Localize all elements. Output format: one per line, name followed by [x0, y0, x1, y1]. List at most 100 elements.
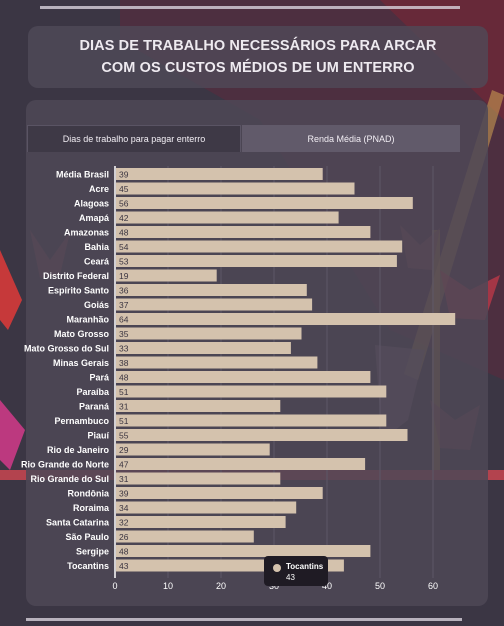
x-tick-label: 0: [112, 581, 117, 591]
value-label: 34: [119, 503, 129, 513]
bar[interactable]: [116, 255, 397, 267]
category-label: Rio de Janeiro: [47, 445, 110, 455]
category-label: Pernambuco: [54, 416, 109, 426]
bar[interactable]: [116, 168, 323, 180]
category-label: Espírito Santo: [48, 286, 110, 296]
value-label: 55: [119, 431, 129, 441]
value-label: 29: [119, 445, 129, 455]
value-label: 45: [119, 184, 129, 194]
bar[interactable]: [116, 197, 413, 209]
category-label: Amapá: [79, 213, 110, 223]
value-label: 37: [119, 300, 129, 310]
category-label: Goiás: [84, 300, 109, 310]
bar[interactable]: [116, 414, 387, 427]
value-label: 39: [119, 489, 129, 499]
category-label: Sergipe: [76, 547, 109, 557]
value-label: 47: [119, 460, 129, 470]
bar[interactable]: [116, 516, 286, 528]
value-label: 51: [119, 416, 129, 426]
value-label: 43: [119, 561, 129, 571]
value-label: 38: [119, 358, 129, 368]
bar[interactable]: [116, 284, 307, 296]
value-label: 48: [119, 228, 129, 238]
bar[interactable]: [116, 458, 366, 470]
value-label: 33: [119, 344, 129, 354]
category-label: Rio Grande do Norte: [21, 460, 109, 470]
value-label: 64: [119, 315, 129, 325]
value-label: 51: [119, 387, 129, 397]
category-label: Rio Grande do Sul: [30, 474, 109, 484]
category-label: Pará: [89, 373, 110, 383]
top-divider: [40, 6, 460, 9]
value-label: 32: [119, 518, 129, 528]
category-label: Mato Grosso: [54, 329, 110, 339]
category-label: São Paulo: [65, 532, 109, 542]
value-label: 36: [119, 286, 129, 296]
category-label: Paraná: [79, 402, 110, 412]
value-label: 53: [119, 257, 129, 267]
category-label: Ceará: [84, 257, 110, 267]
bar[interactable]: [116, 269, 217, 282]
category-label: Paraíba: [76, 387, 110, 397]
category-label: Piauí: [87, 431, 109, 441]
bar[interactable]: [116, 182, 355, 195]
bar[interactable]: [116, 530, 254, 543]
category-label: Amazonas: [64, 228, 109, 238]
category-label: Santa Catarina: [46, 518, 110, 528]
tab-renda-media[interactable]: Renda Média (PNAD): [242, 125, 460, 152]
category-label: Bahia: [84, 242, 110, 252]
bar[interactable]: [116, 240, 403, 253]
category-label: Minas Gerais: [53, 358, 109, 368]
tooltip-name: Tocantins: [286, 562, 324, 571]
value-label: 42: [119, 213, 129, 223]
value-label: 54: [119, 242, 129, 252]
category-label: Roraima: [73, 503, 110, 513]
value-label: 19: [119, 271, 129, 281]
x-tick-label: 30: [269, 581, 279, 591]
bar[interactable]: [116, 501, 297, 514]
bar[interactable]: [116, 298, 313, 311]
bar[interactable]: [116, 400, 281, 412]
value-label: 39: [119, 170, 129, 180]
value-label: 31: [119, 402, 129, 412]
bar[interactable]: [116, 327, 302, 340]
tooltip-dot-icon: [273, 564, 281, 572]
bar[interactable]: [116, 487, 323, 499]
bar[interactable]: [116, 371, 371, 383]
bar[interactable]: [116, 385, 387, 398]
value-label: 35: [119, 329, 129, 339]
category-label: Mato Grosso do Sul: [24, 344, 109, 354]
value-label: 56: [119, 199, 129, 209]
x-tick-label: 20: [216, 581, 226, 591]
bar[interactable]: [116, 545, 371, 557]
bar[interactable]: [116, 211, 339, 224]
category-label: Maranhão: [66, 315, 109, 325]
bar[interactable]: [116, 342, 291, 354]
tooltip: Tocantins 43: [264, 556, 328, 586]
x-tick-label: 50: [375, 581, 385, 591]
value-label: 48: [119, 547, 129, 557]
x-tick-label: 60: [428, 581, 438, 591]
value-label: 31: [119, 474, 129, 484]
category-label: Tocantins: [67, 561, 109, 571]
x-tick-label: 40: [322, 581, 332, 591]
title-card: DIAS DE TRABALHO NECESSÁRIOS PARA ARCAR …: [28, 26, 488, 88]
value-label: 48: [119, 373, 129, 383]
bar[interactable]: [116, 226, 371, 238]
tooltip-value: 43: [286, 573, 295, 582]
category-label: Rondônia: [68, 489, 110, 499]
value-label: 26: [119, 532, 129, 542]
category-label: Distrito Federal: [43, 271, 109, 281]
bar[interactable]: [116, 356, 318, 369]
bar[interactable]: [116, 313, 456, 325]
bottom-divider: [26, 618, 462, 621]
bar[interactable]: [116, 443, 270, 456]
bar[interactable]: [116, 429, 408, 441]
tab-dias-trabalho[interactable]: Dias de trabalho para pagar enterro: [27, 125, 241, 152]
chart-title: DIAS DE TRABALHO NECESSÁRIOS PARA ARCAR …: [79, 38, 437, 76]
bar[interactable]: [116, 472, 281, 485]
x-tick-label: 10: [163, 581, 173, 591]
category-label: Acre: [89, 184, 109, 194]
category-label: Alagoas: [74, 199, 109, 209]
